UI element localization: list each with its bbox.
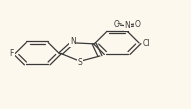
Text: O: O (113, 20, 119, 29)
Text: O: O (135, 20, 141, 29)
Text: S: S (78, 58, 82, 67)
Text: Cl: Cl (143, 38, 151, 48)
Text: N: N (70, 37, 76, 46)
Text: −: − (116, 20, 121, 26)
Text: F: F (10, 49, 14, 58)
Text: N: N (124, 21, 130, 30)
